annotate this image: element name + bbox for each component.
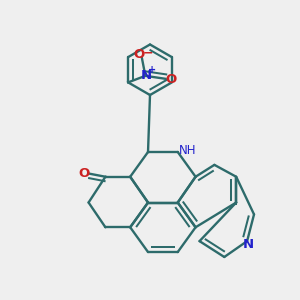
Text: NH: NH bbox=[179, 144, 196, 157]
Text: −: − bbox=[143, 46, 154, 59]
Text: N: N bbox=[243, 238, 254, 251]
Text: O: O bbox=[165, 73, 176, 86]
Text: O: O bbox=[78, 167, 90, 180]
Text: +: + bbox=[148, 65, 156, 75]
Text: O: O bbox=[134, 48, 145, 61]
Text: N: N bbox=[140, 69, 152, 82]
